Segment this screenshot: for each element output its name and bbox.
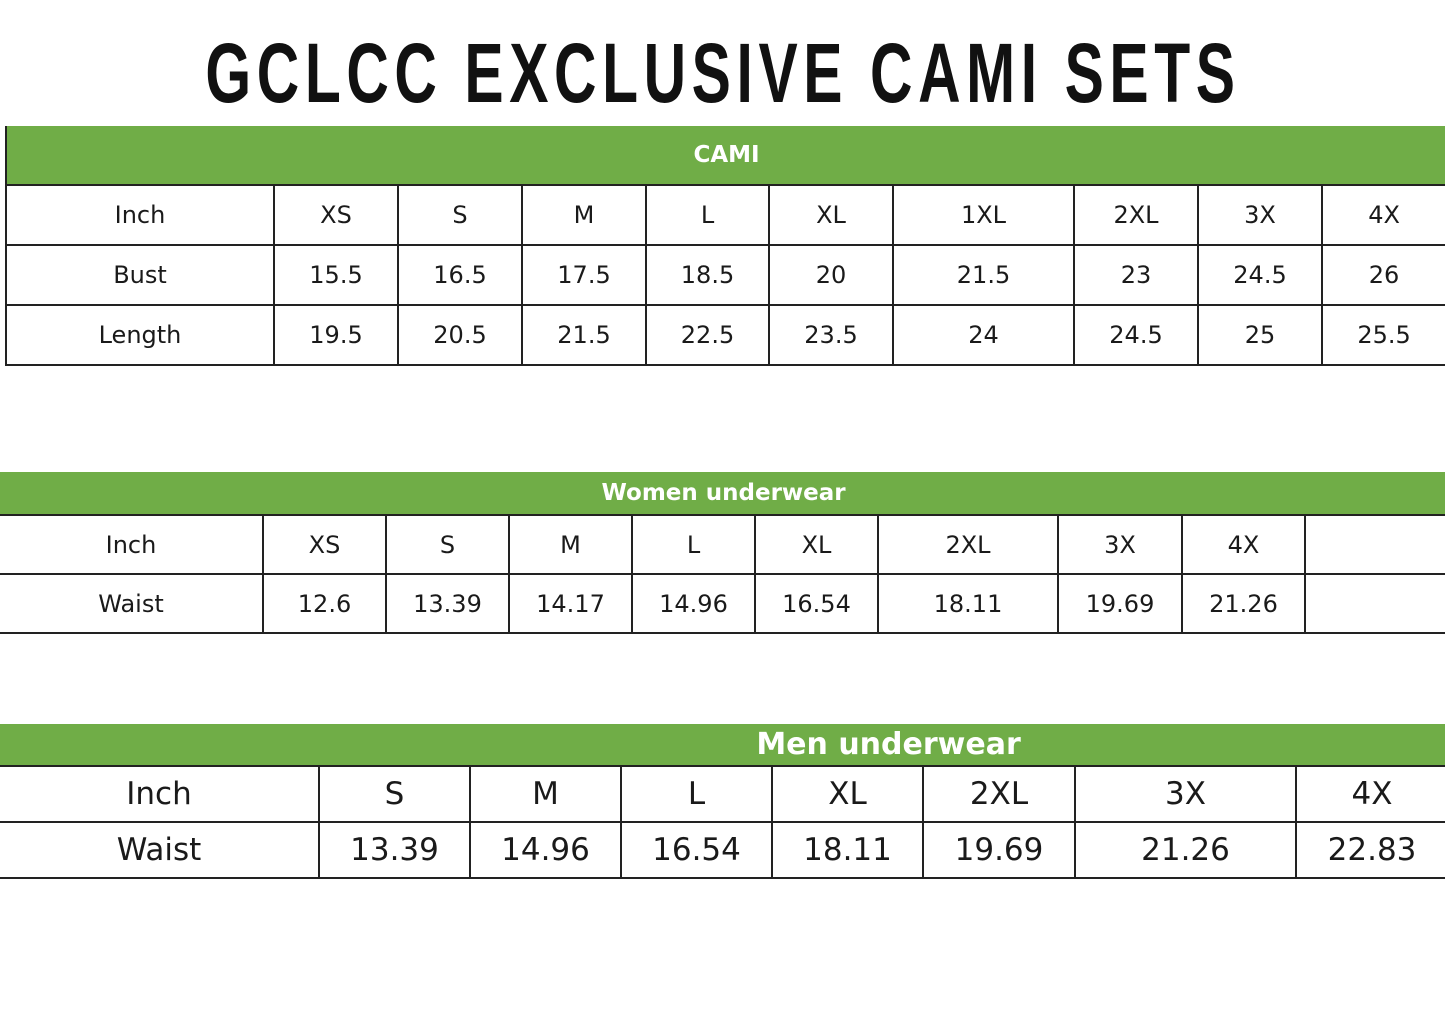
table-cell: 16.5 — [397, 244, 523, 306]
table-cell: 19.69 — [1057, 573, 1183, 634]
table-cell: 22.83 — [1294, 821, 1445, 879]
column-header: 3X — [1197, 184, 1323, 246]
table-cell: 19.69 — [922, 821, 1076, 879]
column-header: 3X — [1074, 765, 1297, 823]
column-header: S — [318, 765, 471, 823]
column-header: XS — [273, 184, 399, 246]
column-header: M — [508, 514, 633, 575]
table-cell: 23 — [1073, 244, 1199, 306]
table-cell: 13.39 — [318, 821, 471, 879]
table-cell: 23.5 — [768, 304, 894, 366]
table-cell: 25.5 — [1320, 304, 1445, 366]
column-header: 3X — [1057, 514, 1183, 575]
column-header: M — [469, 765, 622, 823]
table-cell: 13.39 — [385, 573, 510, 634]
column-header: S — [385, 514, 510, 575]
row-label: Bust — [5, 244, 275, 306]
table-cell: 18.5 — [645, 244, 770, 306]
table-cell: 20 — [768, 244, 894, 306]
column-header: Inch — [5, 184, 275, 246]
column-header: 4X — [1320, 184, 1445, 246]
column-header: S — [397, 184, 523, 246]
table-cell: 21.5 — [521, 304, 647, 366]
table-row: Bust 15.5 16.5 17.5 18.5 20 21.5 23 24.5 26 — [5, 244, 1445, 306]
page-title: GCLCC EXCLUSIVE CAMI SETS — [204, 26, 1241, 120]
table-heading-row: Women underwear — [0, 472, 1445, 515]
cami-size-table: CAMI Inch XS S M L XL 1XL 2XL 3X 4X Bust 15.5 16.5 17.… — [4, 126, 1445, 366]
column-header: L — [620, 765, 773, 823]
table-cell: 24.5 — [1197, 244, 1323, 306]
table-cell: 14.17 — [508, 573, 633, 634]
column-header: L — [631, 514, 756, 575]
column-header: M — [521, 184, 647, 246]
table-cell: 20.5 — [397, 304, 523, 366]
column-header — [1303, 514, 1445, 575]
table-cell: 22.5 — [645, 304, 770, 366]
column-header: 4X — [1181, 514, 1306, 575]
table-cell: 12.6 — [262, 573, 387, 634]
column-header: 2XL — [877, 514, 1059, 575]
column-header: XL — [768, 184, 894, 246]
table-cell: 17.5 — [521, 244, 647, 306]
table-cell: 26 — [1320, 244, 1445, 306]
column-header-row: Inch XS S M L XL 2XL 3X 4X — [0, 514, 1445, 575]
table-cell: 18.11 — [771, 821, 924, 879]
table-cell: 18.11 — [877, 573, 1059, 634]
column-header-row: Inch S M L XL 2XL 3X 4X — [0, 765, 1445, 823]
table-heading-row: Men underwear — [0, 724, 1445, 766]
men-underwear-size-table: Men underwear Inch S M L XL 2XL 3X 4X Waist 13.39 1… — [0, 724, 1445, 879]
table-cell: 21.26 — [1181, 573, 1306, 634]
table-heading: Women underwear — [0, 472, 1445, 515]
column-header: XS — [262, 514, 387, 575]
table-cell: 24.5 — [1073, 304, 1199, 366]
row-label: Waist — [0, 821, 320, 879]
table-cell: 21.26 — [1074, 821, 1297, 879]
table-heading-row: CAMI — [4, 126, 1445, 185]
table-heading: Men underwear — [0, 724, 1445, 766]
column-header: 1XL — [892, 184, 1075, 246]
column-header: 2XL — [1073, 184, 1199, 246]
column-header: 2XL — [922, 765, 1076, 823]
column-header: L — [645, 184, 770, 246]
table-cell: 14.96 — [631, 573, 756, 634]
column-header: XL — [754, 514, 879, 575]
table-cell: 14.96 — [469, 821, 622, 879]
table-cell: 16.54 — [620, 821, 773, 879]
column-header: XL — [771, 765, 924, 823]
table-cell — [1303, 573, 1445, 634]
column-header: Inch — [0, 765, 320, 823]
table-cell: 25 — [1197, 304, 1323, 366]
table-cell: 24 — [892, 304, 1075, 366]
table-row: Waist 12.6 13.39 14.17 14.96 16.54 18.11 19.69 2… — [0, 573, 1445, 634]
column-header-row: Inch XS S M L XL 1XL 2XL 3X 4X — [5, 184, 1445, 246]
table-cell: 19.5 — [273, 304, 399, 366]
table-row: Length 19.5 20.5 21.5 22.5 23.5 24 24.5 25 25.5 — [5, 304, 1445, 366]
column-header: Inch — [0, 514, 264, 575]
table-row: Waist 13.39 14.96 16.54 18.11 19.69 21.26 22.83 — [0, 821, 1445, 879]
table-heading: CAMI — [4, 126, 1445, 185]
table-cell: 16.54 — [754, 573, 879, 634]
column-header: 4X — [1294, 765, 1445, 823]
table-cell: 21.5 — [892, 244, 1075, 306]
table-cell: 15.5 — [273, 244, 399, 306]
row-label: Waist — [0, 573, 264, 634]
row-label: Length — [5, 304, 275, 366]
women-underwear-size-table: Women underwear Inch XS S M L XL 2XL 3X 4X Waist 12… — [0, 472, 1445, 634]
